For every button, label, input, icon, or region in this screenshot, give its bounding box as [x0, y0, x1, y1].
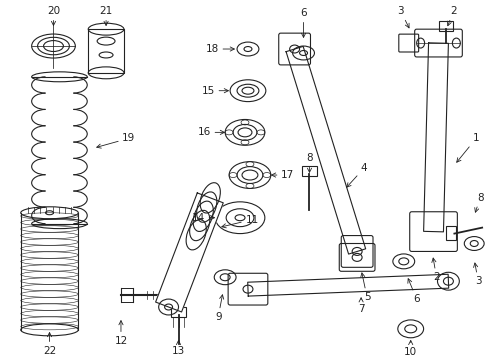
Polygon shape — [156, 193, 223, 312]
Text: 16: 16 — [197, 127, 224, 138]
Text: 20: 20 — [47, 6, 60, 26]
Text: 9: 9 — [215, 295, 224, 322]
Text: 10: 10 — [404, 341, 417, 357]
Text: 8: 8 — [475, 193, 484, 212]
Text: 3: 3 — [473, 263, 482, 286]
Text: 8: 8 — [306, 153, 313, 172]
Polygon shape — [248, 274, 449, 296]
Text: 12: 12 — [114, 321, 127, 346]
Text: 2: 2 — [432, 258, 440, 282]
Bar — [301, 166, 318, 176]
Text: 21: 21 — [99, 6, 113, 26]
Text: 5: 5 — [361, 273, 370, 302]
Polygon shape — [286, 46, 366, 254]
Text: 4: 4 — [347, 163, 368, 187]
Bar — [88, 29, 124, 73]
Text: 13: 13 — [172, 341, 185, 356]
Text: 6: 6 — [408, 279, 420, 304]
Bar — [171, 307, 187, 317]
Text: 2: 2 — [447, 6, 457, 26]
Text: 19: 19 — [97, 133, 136, 148]
Text: 7: 7 — [358, 298, 365, 314]
Text: 14: 14 — [192, 213, 215, 223]
Text: 11: 11 — [222, 215, 259, 228]
Text: 3: 3 — [397, 6, 409, 28]
Bar — [446, 226, 456, 239]
Text: 15: 15 — [202, 86, 228, 96]
Text: 22: 22 — [43, 333, 56, 356]
Bar — [440, 21, 453, 31]
Text: 17: 17 — [271, 170, 294, 180]
Text: 18: 18 — [206, 44, 234, 54]
Text: 6: 6 — [300, 8, 307, 37]
Text: 1: 1 — [457, 133, 480, 162]
Polygon shape — [424, 43, 448, 232]
